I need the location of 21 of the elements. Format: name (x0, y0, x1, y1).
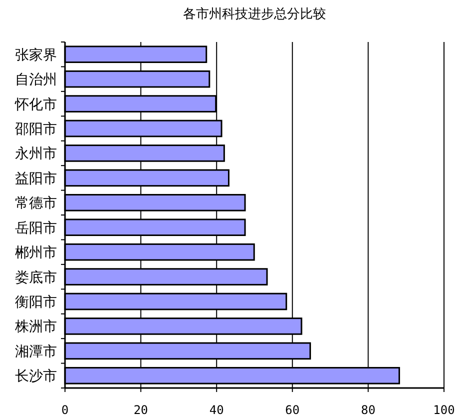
y-tick-label: 邵阳市 (15, 122, 57, 138)
x-tick-label: 100 (433, 403, 455, 417)
x-tick-label: 20 (134, 403, 148, 417)
y-tick-label: 郴州市 (15, 245, 57, 262)
chart-title: 各市州科技进步总分比较 (183, 7, 326, 22)
x-tick-label: 80 (360, 403, 376, 417)
y-tick-label: 常德市 (15, 196, 57, 212)
y-tick-label: 益阳市 (15, 170, 57, 187)
y-tick-label: 岳阳市 (15, 220, 57, 236)
y-tick-label: 娄底市 (15, 270, 57, 286)
y-tick-label: 长沙市 (15, 368, 57, 385)
x-tick-label: 60 (285, 403, 300, 417)
y-tick-label: 怀化市 (14, 96, 57, 113)
y-tick-label: 自治州 (15, 72, 57, 88)
x-tick-label: 40 (209, 403, 224, 417)
y-tick-label: 衡阳市 (15, 294, 57, 310)
y-tick-label: 永州市 (15, 146, 57, 162)
y-tick-label: 株洲市 (14, 319, 57, 336)
y-tick-label: 张家界 (15, 47, 57, 64)
y-tick-label: 湘潭市 (15, 344, 57, 360)
x-tick-label: 0 (61, 403, 69, 417)
